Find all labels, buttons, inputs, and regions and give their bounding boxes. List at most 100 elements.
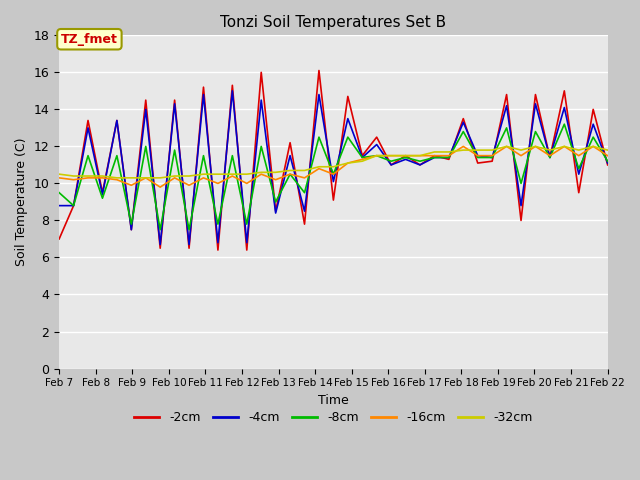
-4cm xyxy=(431,155,438,160)
-2cm xyxy=(517,217,525,223)
-2cm xyxy=(330,197,337,203)
-16cm xyxy=(402,153,410,158)
-4cm xyxy=(200,92,207,97)
-8cm xyxy=(488,155,496,160)
-2cm xyxy=(142,97,150,103)
-16cm xyxy=(214,180,222,186)
-4cm xyxy=(488,155,496,160)
X-axis label: Time: Time xyxy=(318,394,349,407)
-8cm xyxy=(301,190,308,195)
-16cm xyxy=(113,177,121,182)
-2cm xyxy=(185,245,193,251)
-32cm xyxy=(55,171,63,177)
-16cm xyxy=(344,160,351,166)
-2cm xyxy=(99,190,106,195)
-32cm xyxy=(127,175,135,181)
-16cm xyxy=(243,180,251,186)
-2cm xyxy=(488,158,496,164)
-8cm xyxy=(445,155,452,160)
-8cm xyxy=(200,153,207,158)
-16cm xyxy=(301,175,308,181)
-8cm xyxy=(84,153,92,158)
-4cm xyxy=(286,153,294,158)
-32cm xyxy=(604,147,611,153)
-8cm xyxy=(127,221,135,227)
-16cm xyxy=(532,144,540,149)
-8cm xyxy=(70,203,77,208)
-32cm xyxy=(315,164,323,169)
-4cm xyxy=(257,97,265,103)
-4cm xyxy=(604,160,611,166)
-4cm xyxy=(474,153,481,158)
-4cm xyxy=(330,179,337,184)
-2cm xyxy=(70,203,77,208)
-4cm xyxy=(171,101,179,107)
-16cm xyxy=(604,153,611,158)
-4cm xyxy=(156,241,164,247)
-8cm xyxy=(330,171,337,177)
-2cm xyxy=(200,84,207,90)
-8cm xyxy=(373,153,381,158)
-2cm xyxy=(431,153,438,158)
-2cm xyxy=(460,116,467,121)
-2cm xyxy=(55,236,63,242)
-4cm xyxy=(344,116,351,121)
-8cm xyxy=(575,166,582,171)
-32cm xyxy=(402,153,410,158)
-16cm xyxy=(330,171,337,177)
-2cm xyxy=(561,88,568,94)
Y-axis label: Soil Temperature (C): Soil Temperature (C) xyxy=(15,138,28,266)
-8cm xyxy=(99,195,106,201)
-8cm xyxy=(474,155,481,160)
Line: -2cm: -2cm xyxy=(59,71,607,250)
-4cm xyxy=(546,155,554,160)
-16cm xyxy=(431,153,438,158)
-32cm xyxy=(561,144,568,149)
-32cm xyxy=(416,153,424,158)
-8cm xyxy=(517,180,525,186)
-4cm xyxy=(589,121,597,127)
-16cm xyxy=(445,153,452,158)
-2cm xyxy=(344,94,351,99)
-32cm xyxy=(546,147,554,153)
-16cm xyxy=(503,144,511,149)
-4cm xyxy=(445,155,452,160)
-16cm xyxy=(200,175,207,181)
Title: Tonzi Soil Temperatures Set B: Tonzi Soil Temperatures Set B xyxy=(220,15,447,30)
-32cm xyxy=(214,171,222,177)
-4cm xyxy=(127,227,135,233)
Legend: -2cm, -4cm, -8cm, -16cm, -32cm: -2cm, -4cm, -8cm, -16cm, -32cm xyxy=(129,406,538,429)
-32cm xyxy=(286,168,294,173)
-2cm xyxy=(402,153,410,158)
-32cm xyxy=(185,173,193,179)
-2cm xyxy=(474,160,481,166)
-4cm xyxy=(84,125,92,131)
-8cm xyxy=(344,134,351,140)
-32cm xyxy=(488,147,496,153)
Line: -4cm: -4cm xyxy=(59,91,607,244)
-32cm xyxy=(142,175,150,181)
-8cm xyxy=(113,153,121,158)
-8cm xyxy=(243,221,251,227)
-4cm xyxy=(113,118,121,123)
-16cm xyxy=(171,175,179,181)
-32cm xyxy=(113,175,121,181)
-4cm xyxy=(70,203,77,208)
-32cm xyxy=(301,168,308,173)
-32cm xyxy=(474,147,481,153)
-16cm xyxy=(373,153,381,158)
-8cm xyxy=(142,144,150,149)
-32cm xyxy=(503,144,511,149)
-32cm xyxy=(517,147,525,153)
-8cm xyxy=(55,190,63,195)
-8cm xyxy=(546,155,554,160)
Text: TZ_fmet: TZ_fmet xyxy=(61,33,118,46)
-8cm xyxy=(604,158,611,164)
-8cm xyxy=(416,158,424,164)
-32cm xyxy=(373,153,381,158)
-16cm xyxy=(460,144,467,149)
-4cm xyxy=(532,101,540,107)
-8cm xyxy=(503,125,511,131)
-4cm xyxy=(503,103,511,108)
-8cm xyxy=(185,227,193,233)
